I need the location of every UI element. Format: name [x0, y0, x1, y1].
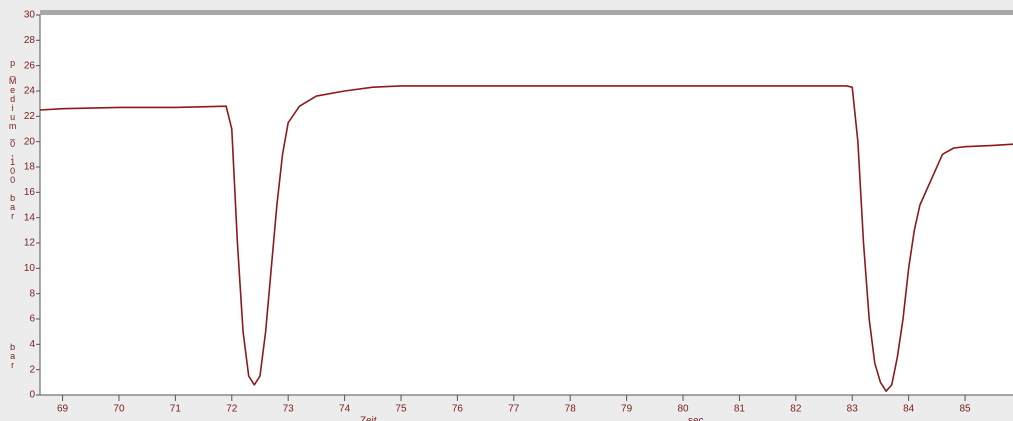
- y-tick-label: 28: [24, 35, 36, 46]
- y-tick-label: 10: [24, 263, 36, 274]
- x-tick-label: 80: [677, 404, 689, 415]
- x-tick-label: 82: [790, 404, 802, 415]
- x-tick-label: 84: [903, 404, 915, 415]
- plot-area: [40, 15, 1013, 395]
- y-tick-label: 18: [24, 162, 36, 173]
- top-frame: [40, 10, 1013, 15]
- x-tick-label: 81: [734, 404, 746, 415]
- x-tick-label: 79: [621, 404, 633, 415]
- x-tick-label: 75: [395, 404, 407, 415]
- y-tick-label: 14: [24, 212, 36, 223]
- y-tick-label: 22: [24, 111, 36, 122]
- x-tick-label: 70: [113, 404, 125, 415]
- x-axis-label: Zeit: [360, 416, 377, 421]
- y-tick-label: 0: [29, 390, 35, 401]
- y-tick-label: 8: [29, 288, 35, 299]
- y-tick-label: 20: [24, 136, 36, 147]
- x-tick-label: 85: [959, 404, 971, 415]
- x-tick-label: 71: [170, 404, 182, 415]
- x-tick-label: 78: [565, 404, 577, 415]
- y-axis-label: p_Medium_0,100 bar: [8, 58, 18, 220]
- y-tick-label: 30: [24, 10, 36, 21]
- y-tick-label: 24: [24, 86, 36, 97]
- y-unit-label: bar: [8, 342, 18, 369]
- y-tick-label: 2: [29, 364, 35, 375]
- data-line: [39, 85, 1013, 392]
- x-unit-label: sec: [688, 416, 704, 421]
- x-tick-label: 74: [339, 404, 351, 415]
- y-tick-label: 26: [24, 60, 36, 71]
- x-tick-label: 83: [847, 404, 859, 415]
- y-tick-label: 12: [24, 238, 36, 249]
- y-tick-label: 16: [24, 187, 36, 198]
- y-tick-label: 6: [29, 314, 35, 325]
- x-tick-label: 72: [226, 404, 238, 415]
- x-tick-label: 77: [508, 404, 520, 415]
- x-tick-label: 76: [452, 404, 464, 415]
- x-tick-label: 73: [283, 404, 295, 415]
- x-tick-label: 69: [57, 404, 69, 415]
- y-tick-label: 4: [29, 339, 35, 350]
